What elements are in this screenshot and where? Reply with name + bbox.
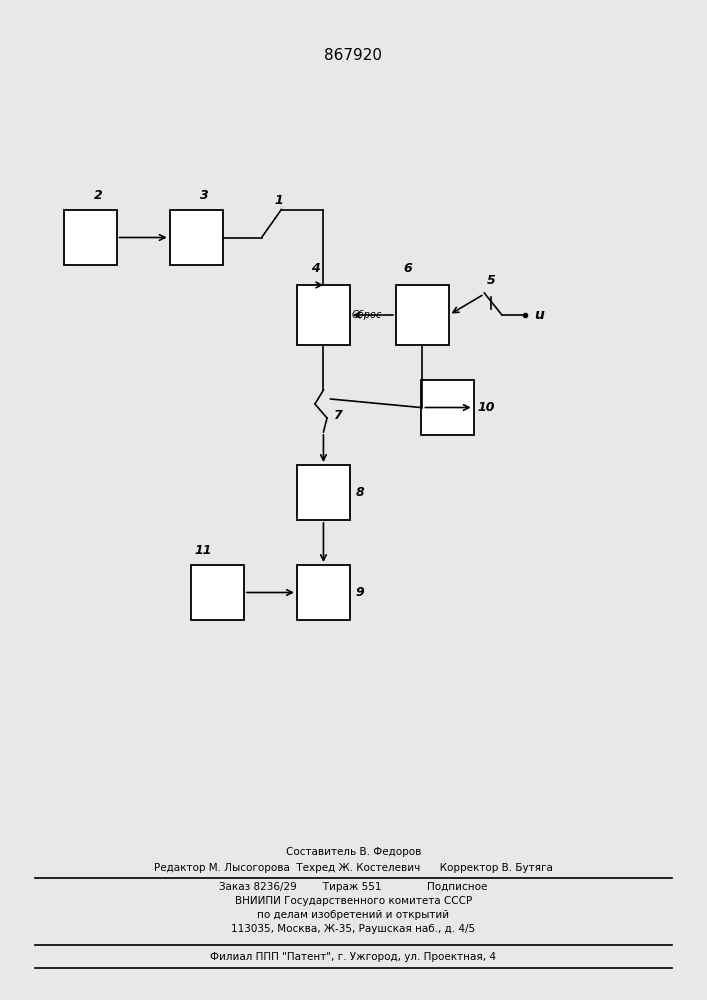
Text: 5: 5 [487, 274, 496, 287]
Bar [64, 210, 117, 265]
Text: 6: 6 [403, 262, 411, 275]
Bar [191, 565, 244, 620]
Text: 2: 2 [93, 189, 103, 202]
Text: 10: 10 [477, 401, 495, 414]
Text: Заказ 8236/29        Тираж 551              Подписное: Заказ 8236/29 Тираж 551 Подписное [219, 882, 488, 892]
Text: 3: 3 [199, 189, 209, 202]
Text: 11: 11 [194, 544, 212, 557]
Bar [421, 380, 474, 435]
Text: 4: 4 [311, 262, 320, 275]
Text: ВНИИПИ Государственного комитета СССР: ВНИИПИ Государственного комитета СССР [235, 896, 472, 906]
Text: 9: 9 [356, 586, 364, 599]
Text: 8: 8 [356, 486, 364, 499]
Text: u: u [534, 308, 544, 322]
Text: 867920: 867920 [325, 47, 382, 62]
Bar [297, 285, 350, 345]
Text: Сброс: Сброс [351, 310, 382, 320]
Bar [297, 565, 350, 620]
Text: Редактор М. Лысогорова  Техред Ж. Костелевич      Корректор В. Бутяга: Редактор М. Лысогорова Техред Ж. Костеле… [154, 863, 553, 873]
Text: 113035, Москва, Ж-35, Раушская наб., д. 4/5: 113035, Москва, Ж-35, Раушская наб., д. … [231, 924, 476, 934]
Bar [396, 285, 449, 345]
Text: 1: 1 [274, 194, 283, 208]
Text: по делам изобретений и открытий: по делам изобретений и открытий [257, 910, 450, 920]
Text: Филиал ППП "Патент", г. Ужгород, ул. Проектная, 4: Филиал ППП "Патент", г. Ужгород, ул. Про… [211, 952, 496, 962]
Text: 7: 7 [334, 409, 342, 422]
Bar [297, 465, 350, 520]
Bar [170, 210, 223, 265]
Text: Составитель В. Федоров: Составитель В. Федоров [286, 847, 421, 857]
